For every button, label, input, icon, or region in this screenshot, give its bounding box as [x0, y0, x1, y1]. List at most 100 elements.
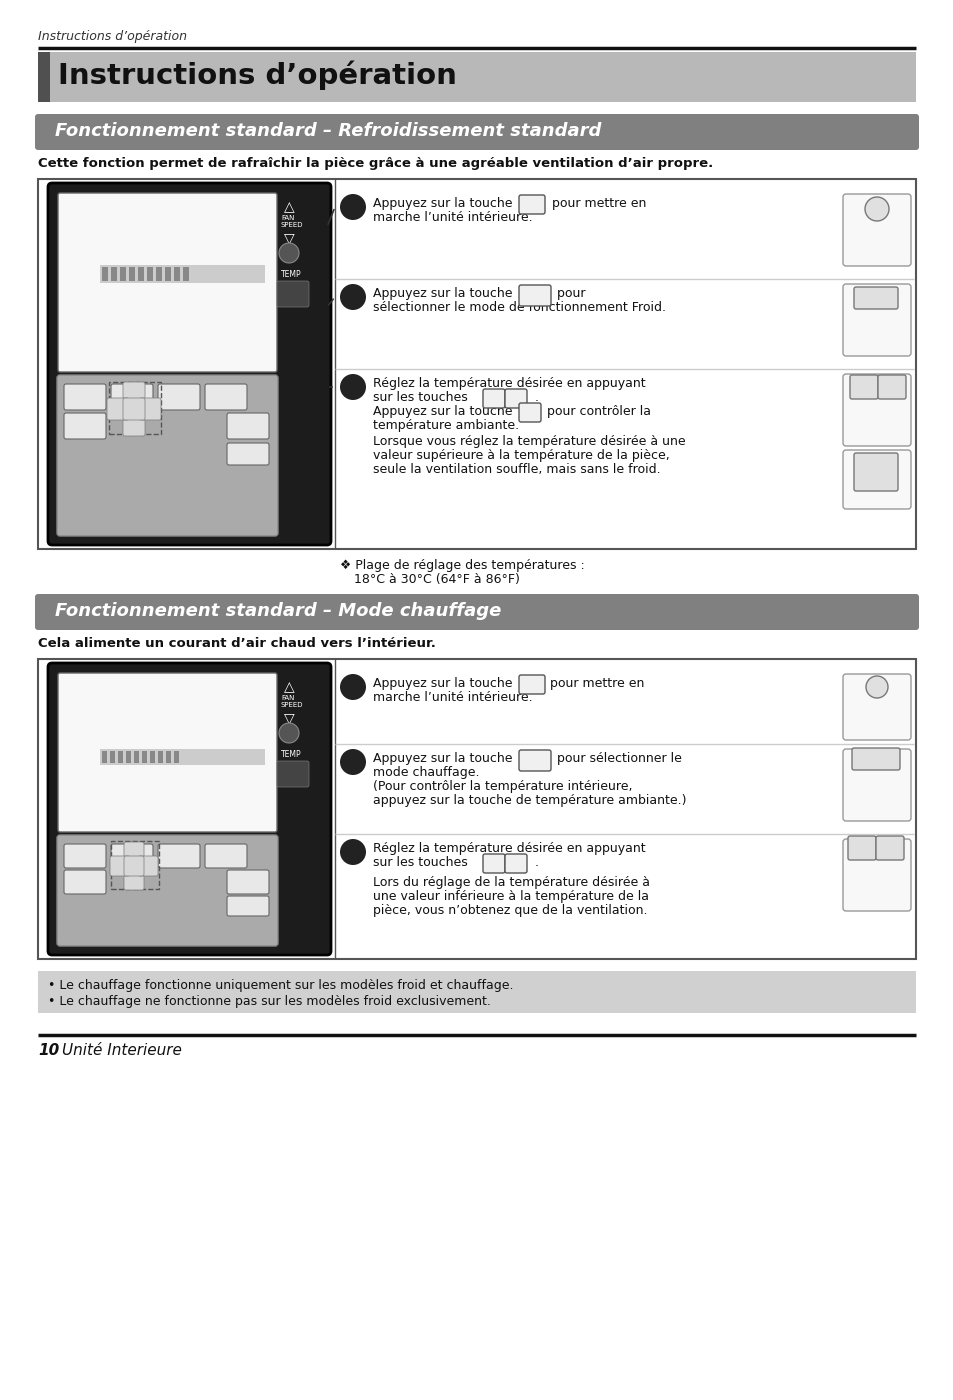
Text: ▽: ▽ [284, 231, 294, 245]
FancyBboxPatch shape [35, 594, 918, 630]
Text: ⚙: ⚙ [175, 386, 182, 396]
Text: VENT: VENT [215, 386, 236, 396]
Text: VENT: VENT [215, 847, 236, 855]
Text: △: △ [284, 200, 294, 214]
Text: ∨: ∨ [132, 876, 138, 888]
Text: °C: °C [247, 685, 265, 700]
Text: ∧: ∧ [490, 857, 497, 867]
FancyBboxPatch shape [123, 414, 145, 435]
FancyBboxPatch shape [48, 664, 331, 955]
FancyBboxPatch shape [64, 413, 106, 440]
Text: Réglez la température désirée en appuyant: Réglez la température désirée en appuyan… [373, 377, 645, 391]
Text: ⏻: ⏻ [873, 203, 879, 213]
Text: ⏰: ⏰ [81, 416, 89, 428]
Text: température ambiante.: température ambiante. [373, 419, 518, 433]
FancyBboxPatch shape [849, 375, 877, 399]
Text: ✳: ✳ [66, 203, 91, 232]
Bar [111, 841, 159, 889]
Bar [118, 750, 123, 763]
Text: Cette fonction permet de rafraîchir la pièce grâce à une agréable ventilation d’: Cette fonction permet de rafraîchir la p… [38, 157, 713, 169]
Text: AM  12:00: AM 12:00 [88, 797, 174, 812]
Text: ESC: ESC [239, 447, 256, 455]
Text: 3: 3 [347, 843, 358, 861]
FancyBboxPatch shape [138, 855, 158, 876]
Bar [110, 750, 115, 763]
Text: AIR
FLOW: AIR FLOW [74, 847, 95, 867]
Text: sélectionner le mode de fonctionnement Froid.: sélectionner le mode de fonctionnement F… [373, 301, 665, 314]
Text: ▽: ▽ [284, 711, 294, 725]
Bar [111, 267, 117, 281]
Text: valeur supérieure à la température de la pièce,: valeur supérieure à la température de la… [373, 449, 669, 462]
Bar [165, 267, 171, 281]
Bar [156, 267, 162, 281]
Text: <: < [114, 405, 123, 414]
Text: .: . [531, 391, 538, 405]
Bar [126, 750, 131, 763]
Bar [147, 267, 152, 281]
FancyBboxPatch shape [842, 195, 910, 266]
Text: ⏻: ⏻ [286, 727, 292, 736]
Text: <: < [117, 862, 125, 874]
Bar [38, 659, 915, 959]
Text: OPER
MODE: OPER MODE [282, 290, 303, 302]
Circle shape [865, 676, 887, 699]
Bar [38, 179, 915, 549]
Bar [120, 267, 126, 281]
FancyBboxPatch shape [158, 844, 200, 868]
FancyBboxPatch shape [111, 384, 152, 410]
Text: mode chauffage.: mode chauffage. [373, 766, 479, 778]
Text: SUB
FUNC: SUB FUNC [121, 386, 142, 406]
Text: ❖ Plage de réglage des températures :: ❖ Plage de réglage des températures : [339, 559, 584, 573]
Bar [142, 750, 147, 763]
Text: marche l’unité intérieure.: marche l’unité intérieure. [373, 692, 532, 704]
FancyBboxPatch shape [58, 193, 276, 372]
FancyBboxPatch shape [205, 844, 247, 868]
Text: pour mettre en: pour mettre en [547, 197, 646, 210]
FancyBboxPatch shape [276, 281, 309, 307]
Text: TEMP: TEMP [281, 750, 301, 759]
FancyBboxPatch shape [842, 374, 910, 447]
Text: 1: 1 [347, 678, 358, 696]
FancyBboxPatch shape [123, 382, 145, 405]
Text: >: > [145, 862, 152, 874]
Bar [138, 267, 144, 281]
FancyBboxPatch shape [205, 384, 247, 410]
Bar [150, 750, 154, 763]
Text: .0: .0 [101, 721, 131, 749]
Bar [100, 265, 265, 283]
Circle shape [278, 244, 298, 263]
Bar [173, 267, 180, 281]
Text: ⬆: ⬆ [131, 405, 139, 414]
Text: Appuyez sur la touche: Appuyez sur la touche [373, 678, 516, 690]
Text: OPER
MODE: OPER MODE [865, 755, 884, 766]
Text: ⚙: ⚙ [175, 847, 182, 855]
Text: ⏻: ⏻ [528, 678, 535, 687]
Text: FAN
SPEED: FAN SPEED [281, 216, 303, 228]
FancyBboxPatch shape [111, 844, 152, 868]
Text: ∧: ∧ [856, 846, 866, 860]
Text: OPER
MODE: OPER MODE [282, 770, 303, 783]
Text: Réglez la température désirée en appuyant: Réglez la température désirée en appuyan… [373, 841, 645, 855]
FancyBboxPatch shape [48, 183, 331, 545]
Text: pour sélectionner le: pour sélectionner le [553, 752, 681, 764]
FancyBboxPatch shape [124, 869, 144, 890]
FancyBboxPatch shape [518, 286, 551, 307]
Text: 3: 3 [347, 378, 358, 396]
Text: ⇅: ⇅ [100, 287, 112, 301]
Text: SET TEMP: SET TEMP [147, 200, 177, 204]
Text: ⏰: ⏰ [68, 311, 75, 323]
Bar [133, 750, 139, 763]
FancyBboxPatch shape [518, 750, 551, 771]
Text: pour: pour [553, 287, 585, 300]
FancyBboxPatch shape [276, 762, 309, 787]
Text: HI: HI [265, 752, 272, 757]
FancyBboxPatch shape [842, 284, 910, 356]
Text: OPER
MODE: OPER MODE [525, 288, 544, 298]
Text: 2: 2 [347, 288, 358, 307]
Text: 10: 10 [38, 1043, 59, 1058]
Text: ESC: ESC [239, 899, 256, 909]
Text: ▽: ▽ [132, 421, 138, 431]
FancyBboxPatch shape [107, 398, 129, 420]
Text: Instructions d’opération: Instructions d’opération [58, 60, 456, 90]
FancyBboxPatch shape [875, 836, 903, 860]
